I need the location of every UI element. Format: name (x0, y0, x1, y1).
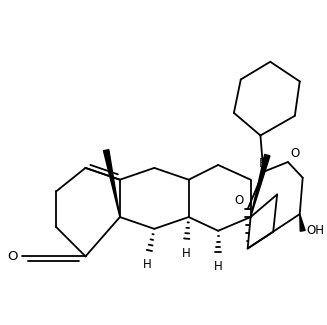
Text: O: O (7, 250, 18, 263)
Text: H: H (214, 260, 223, 273)
Polygon shape (250, 154, 270, 217)
Text: B: B (259, 157, 268, 170)
Text: OH: OH (307, 224, 325, 237)
Text: H: H (143, 258, 152, 271)
Text: O: O (234, 194, 244, 207)
Text: O: O (290, 147, 299, 160)
Text: H: H (182, 247, 191, 260)
Polygon shape (300, 214, 305, 231)
Polygon shape (103, 150, 120, 217)
